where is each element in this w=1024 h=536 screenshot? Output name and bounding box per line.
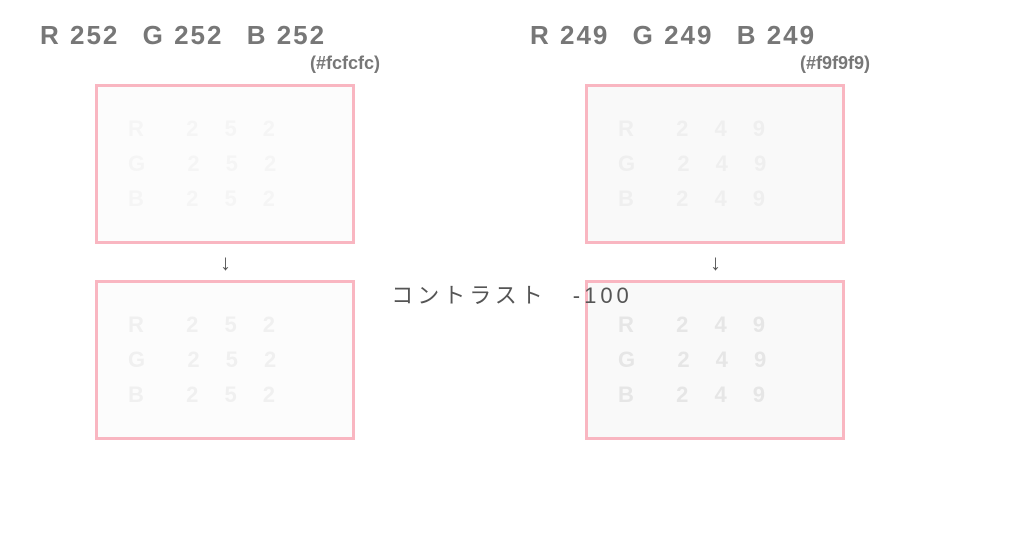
left-bottom-g: G 2 5 2 [128,342,322,377]
right-arrow-icon: ↓ [710,250,930,276]
right-top-b: B 2 4 9 [618,181,812,216]
left-top-g: G 2 5 2 [128,146,322,181]
left-b-label: B 252 [247,20,326,50]
left-arrow-icon: ↓ [220,250,440,276]
contrast-label: コントラスト -100 [0,278,1024,310]
right-top-box: R 2 4 9 G 2 4 9 B 2 4 9 [585,84,845,244]
right-b-label: B 249 [737,20,816,50]
right-column: R 249 G 249 B 249 (#f9f9f9) R 2 4 9 G 2 … [530,20,930,440]
right-g-label: G 249 [633,20,714,50]
left-rgb-header: R 252 G 252 B 252 [40,20,440,51]
left-g-label: G 252 [143,20,224,50]
left-top-r: R 2 5 2 [128,111,322,146]
right-bottom-b: B 2 4 9 [618,377,812,412]
left-top-box: R 2 5 2 G 2 5 2 B 2 5 2 [95,84,355,244]
right-bottom-r: R 2 4 9 [618,307,812,342]
right-top-g: G 2 4 9 [618,146,812,181]
left-r-label: R 252 [40,20,119,50]
left-bottom-r: R 2 5 2 [128,307,322,342]
right-top-r: R 2 4 9 [618,111,812,146]
left-bottom-b: B 2 5 2 [128,377,322,412]
right-rgb-header: R 249 G 249 B 249 [530,20,930,51]
right-bottom-g: G 2 4 9 [618,342,812,377]
left-top-b: B 2 5 2 [128,181,322,216]
left-hex: (#fcfcfc) [40,53,440,74]
right-r-label: R 249 [530,20,609,50]
left-column: R 252 G 252 B 252 (#fcfcfc) R 2 5 2 G 2 … [40,20,440,440]
right-hex: (#f9f9f9) [530,53,930,74]
